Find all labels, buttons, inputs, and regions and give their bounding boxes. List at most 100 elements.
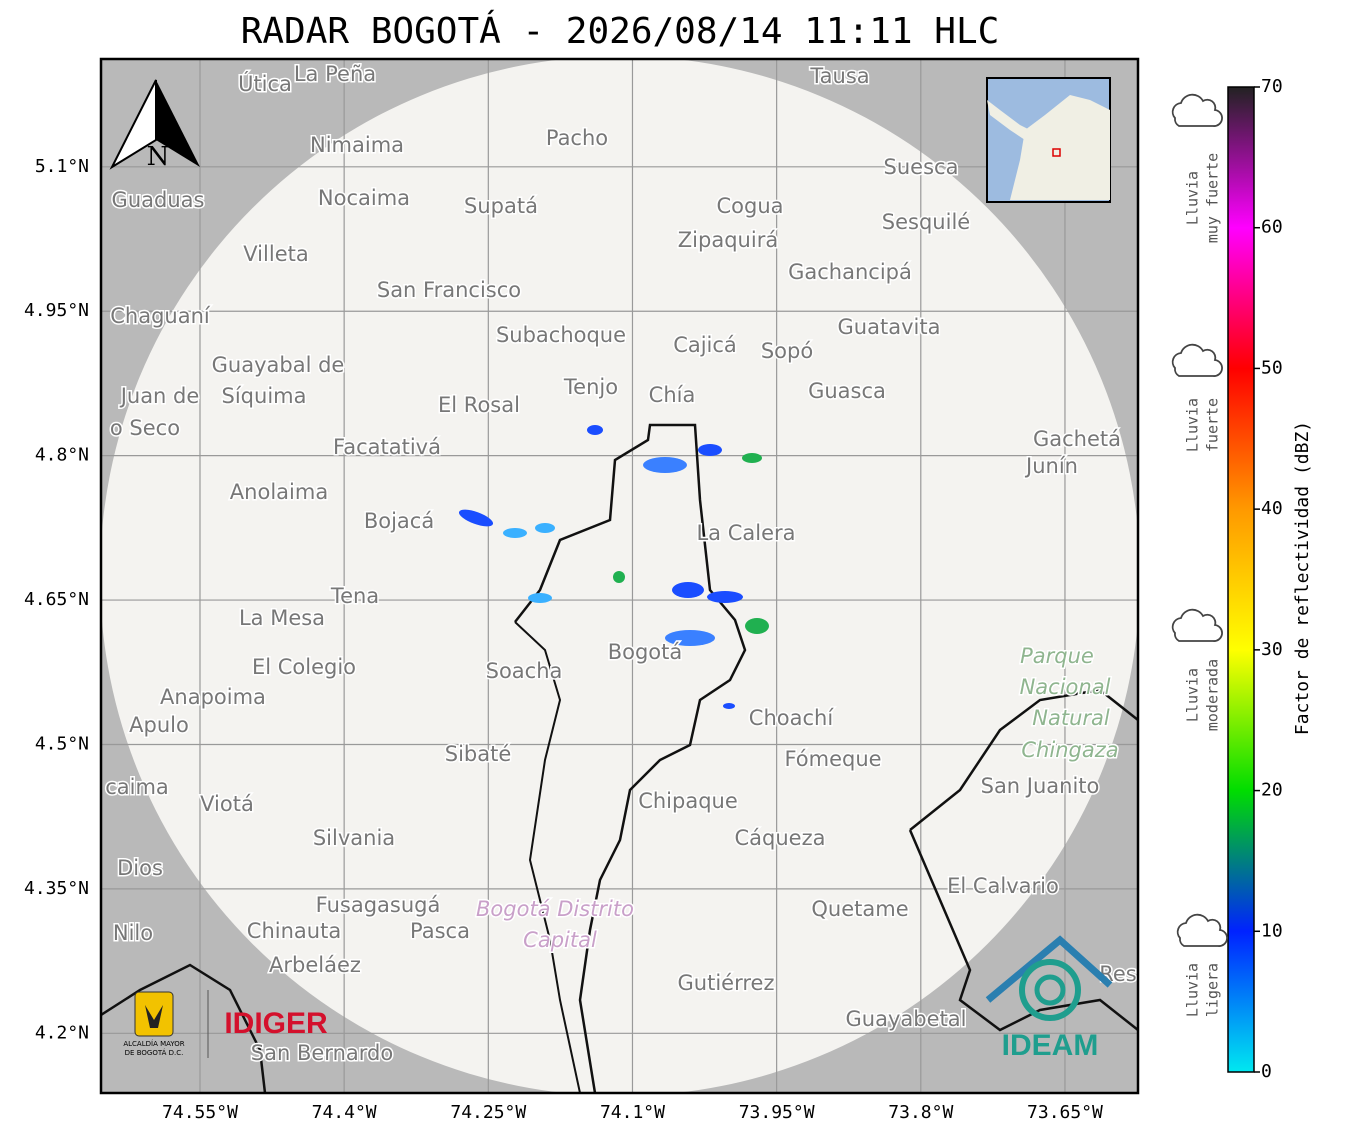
lon-tick-label: 74.1°W bbox=[600, 1102, 665, 1123]
district-boundary bbox=[514, 621, 581, 1093]
colorbar-tick-label: 0 bbox=[1261, 1061, 1272, 1082]
department-boundary bbox=[101, 688, 1138, 1093]
place-label: Viotá bbox=[200, 792, 254, 816]
lon-tick-label: 74.55°W bbox=[162, 1102, 238, 1123]
place-label: Guasca bbox=[808, 379, 886, 403]
place-label: Supatá bbox=[464, 194, 538, 218]
place-label: Fómeque bbox=[784, 747, 881, 771]
rain-level-label: ligera bbox=[1204, 963, 1222, 1017]
district-label: Capital bbox=[523, 928, 597, 952]
place-label: Bojacá bbox=[364, 509, 434, 533]
map-area: Útica La Peña Tausa Pacho Nimaima Suesca Guadu… bbox=[101, 59, 1138, 1093]
place-label: Subachoque bbox=[496, 323, 626, 347]
lat-tick-label: 4.2°N bbox=[35, 1022, 89, 1043]
place-label: Pasca bbox=[410, 919, 470, 943]
place-label: San Juanito bbox=[981, 774, 1100, 798]
colorbar-tick-label: 20 bbox=[1261, 780, 1283, 801]
place-label: Cáqueza bbox=[735, 826, 826, 850]
district-boundary bbox=[514, 423, 747, 1093]
lon-tick-label: 73.8°W bbox=[888, 1102, 953, 1123]
place-label: Suesca bbox=[884, 155, 959, 179]
lat-tick-label: 4.8°N bbox=[35, 445, 89, 466]
lat-tick-label: 5.1°N bbox=[35, 156, 89, 177]
park-label: Nacional bbox=[1020, 675, 1111, 699]
place-label: Nimaima bbox=[310, 133, 404, 157]
lat-tick-label: 4.35°N bbox=[24, 878, 89, 899]
lat-tick-label: 4.95°N bbox=[24, 300, 89, 321]
place-label: San Bernardo bbox=[251, 1041, 393, 1065]
place-label: Villeta bbox=[243, 242, 308, 266]
rain-icon bbox=[1171, 608, 1223, 642]
place-label: Juan de bbox=[119, 384, 200, 408]
place-label: Soacha bbox=[486, 659, 563, 683]
place-label: Tausa bbox=[809, 64, 869, 88]
place-label: Dios bbox=[117, 856, 163, 880]
place-label: Arbeláez bbox=[269, 953, 361, 977]
place-label: Síquima bbox=[222, 384, 307, 408]
rain-icon bbox=[1176, 913, 1228, 947]
title: RADAR BOGOTÁ - 2026/08/14 11:11 HLC bbox=[241, 10, 1000, 52]
place-label: Facatativá bbox=[333, 435, 441, 459]
idiger-logo: IDIGER bbox=[224, 1007, 328, 1040]
place-label: El Calvario bbox=[947, 874, 1059, 898]
rain-icon bbox=[1171, 93, 1223, 127]
place-label: Chaguaní bbox=[110, 304, 211, 328]
colorbar: Factor de reflectividad (dBZ) 0 10 20 30 40 5… bbox=[1227, 76, 1313, 1082]
place-label: Nocaima bbox=[318, 186, 410, 210]
place-label: Guatavita bbox=[838, 315, 941, 339]
place-label: La Mesa bbox=[239, 606, 325, 630]
place-label: Gutiérrez bbox=[678, 971, 775, 995]
place-label: caima bbox=[105, 775, 169, 799]
place-label: Guaduas bbox=[112, 188, 205, 212]
place-label: Sibaté bbox=[445, 742, 512, 766]
place-label: Pacho bbox=[546, 126, 608, 150]
lat-tick-label: 4.65°N bbox=[24, 589, 89, 610]
place-label: Choachí bbox=[749, 706, 835, 730]
colorbar-tick-label: 30 bbox=[1261, 639, 1283, 660]
colorbar-tick-label: 60 bbox=[1261, 217, 1283, 238]
place-label: Tena bbox=[330, 584, 379, 608]
radar-echoes bbox=[458, 425, 769, 709]
place-label: Silvania bbox=[313, 826, 395, 850]
place-label: Gachetá bbox=[1033, 427, 1121, 451]
place-label: La Calera bbox=[696, 521, 795, 545]
place-label: Útica bbox=[238, 71, 292, 96]
place-label: Cogua bbox=[716, 194, 783, 218]
place-label: Res bbox=[1099, 962, 1137, 986]
rain-level-label: muy fuerte bbox=[1204, 153, 1222, 243]
place-label: Nilo bbox=[113, 921, 153, 945]
place-label: Sopó bbox=[761, 339, 813, 363]
lon-tick-label: 73.95°W bbox=[739, 1102, 815, 1123]
ideam-logo: IDEAM bbox=[985, 935, 1113, 1062]
place-label: Bogotá bbox=[608, 640, 683, 664]
park-label: Parque bbox=[1020, 644, 1094, 668]
place-label: Tenjo bbox=[563, 375, 618, 399]
place-label: Anolaima bbox=[230, 480, 328, 504]
rain-level-label: moderada bbox=[1204, 659, 1222, 731]
place-label: San Francisco bbox=[377, 278, 521, 302]
place-label: Fusagasugá bbox=[316, 893, 441, 917]
place-label: El Rosal bbox=[438, 393, 520, 417]
place-label: Anapoima bbox=[160, 685, 266, 709]
place-label: Guayabetal bbox=[846, 1007, 967, 1031]
ideam-text: IDEAM bbox=[1002, 1029, 1099, 1062]
colorbar-label: Factor de reflectividad (dBZ) bbox=[1292, 421, 1313, 735]
rain-level-label: Lluvia bbox=[1184, 963, 1202, 1017]
lon-tick-label: 74.25°W bbox=[450, 1102, 526, 1123]
rain-level-label: Lluvia bbox=[1184, 668, 1202, 722]
place-label: Chinauta bbox=[247, 919, 341, 943]
colorbar-tick-label: 10 bbox=[1261, 920, 1283, 941]
district-label: Bogotá Distrito bbox=[476, 897, 634, 921]
place-label: Zipaquirá bbox=[678, 228, 778, 252]
place-label: La Peña bbox=[294, 62, 376, 86]
north-arrow: N bbox=[109, 79, 200, 172]
place-label: Junín bbox=[1024, 454, 1078, 478]
colorbar-tick-label: 70 bbox=[1261, 76, 1283, 97]
park-label: Natural bbox=[1032, 706, 1110, 730]
rain-icon bbox=[1171, 343, 1223, 377]
place-label: Chipaque bbox=[638, 789, 738, 813]
inset-map bbox=[986, 77, 1111, 203]
place-label: Sesquilé bbox=[882, 210, 970, 234]
lon-tick-label: 73.65°W bbox=[1027, 1102, 1103, 1123]
